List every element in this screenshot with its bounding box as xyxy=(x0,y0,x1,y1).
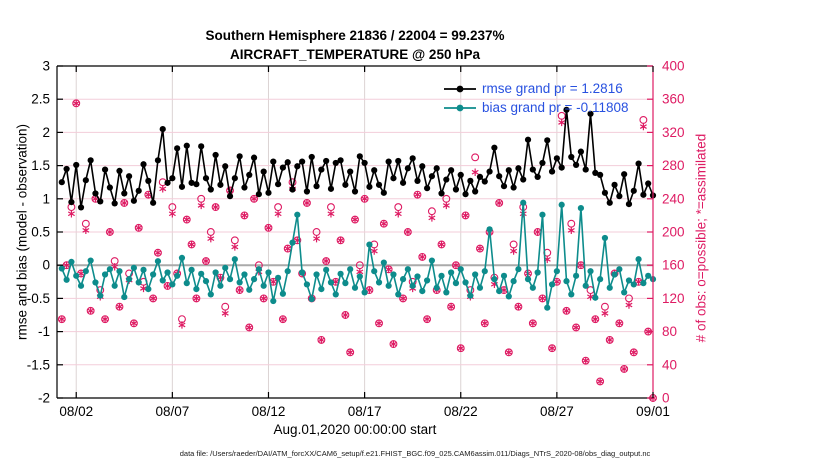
axis-ticks xyxy=(57,65,654,399)
legend-label-rmse: rmse grand pr = 1.2816 xyxy=(482,81,623,96)
svg-text:400: 400 xyxy=(662,59,685,74)
svg-text:-2: -2 xyxy=(38,391,50,406)
svg-text:0: 0 xyxy=(662,391,670,406)
svg-text:280: 280 xyxy=(662,158,685,173)
right-axis-label: # of obs: o=possible; *=assimilated xyxy=(693,133,709,343)
legend: rmse grand pr = 1.2816 bias grand pr = -… xyxy=(444,79,628,117)
data-file-path: data file: /Users/raeder/DAI/ATM_forcXX/… xyxy=(179,449,651,458)
bias-series xyxy=(58,199,657,311)
legend-label-bias: bias grand pr = -0.11808 xyxy=(482,100,629,115)
svg-text:08/12: 08/12 xyxy=(252,404,286,419)
svg-text:320: 320 xyxy=(662,125,685,140)
chart-title-line1: Southern Hemisphere 21836 / 22004 = 99.2… xyxy=(205,28,505,43)
svg-text:360: 360 xyxy=(662,92,685,107)
svg-text:08/07: 08/07 xyxy=(155,404,189,419)
obs-assimilated-scatter xyxy=(58,99,657,402)
rmse-series xyxy=(58,106,657,211)
svg-text:0.5: 0.5 xyxy=(31,225,50,240)
legend-item-bias: bias grand pr = -0.11808 xyxy=(444,98,628,117)
svg-text:120: 120 xyxy=(662,291,685,306)
svg-text:2.5: 2.5 xyxy=(31,92,50,107)
left-axis-label: rmse and bias (model - observation) xyxy=(14,123,30,341)
svg-text:08/22: 08/22 xyxy=(444,404,478,419)
svg-text:1.5: 1.5 xyxy=(31,158,50,173)
svg-text:-1.5: -1.5 xyxy=(27,357,50,372)
bias-line-sample-icon xyxy=(444,104,476,111)
obs-possible-scatter xyxy=(57,99,657,402)
legend-item-rmse: rmse grand pr = 1.2816 xyxy=(444,79,628,98)
svg-text:1: 1 xyxy=(42,191,50,206)
svg-text:0: 0 xyxy=(42,258,50,273)
svg-text:08/02: 08/02 xyxy=(59,404,93,419)
svg-text:-1: -1 xyxy=(38,324,50,339)
svg-text:240: 240 xyxy=(662,191,685,206)
svg-text:80: 80 xyxy=(662,324,677,339)
chart-title-line2: AIRCRAFT_TEMPERATURE @ 250 hPa xyxy=(230,47,480,62)
svg-text:3: 3 xyxy=(42,59,50,74)
svg-text:08/17: 08/17 xyxy=(348,404,382,419)
svg-text:200: 200 xyxy=(662,225,685,240)
svg-text:09/01: 09/01 xyxy=(636,404,670,419)
svg-text:160: 160 xyxy=(662,258,685,273)
x-axis-label: Aug.01,2020 00:00:00 start xyxy=(273,422,437,437)
svg-text:2: 2 xyxy=(42,125,50,140)
svg-text:40: 40 xyxy=(662,357,677,372)
axis-tick-labels: 3 2.5 2 1.5 1 0.5 0 -0.5 -1 -1.5 -2 0 40 80 120 160 200 2… xyxy=(27,59,685,420)
rmse-line-sample-icon xyxy=(444,85,476,92)
svg-text:08/27: 08/27 xyxy=(540,404,574,419)
chart-title: Southern Hemisphere 21836 / 22004 = 99.2… xyxy=(57,26,653,64)
svg-text:-0.5: -0.5 xyxy=(27,291,50,306)
